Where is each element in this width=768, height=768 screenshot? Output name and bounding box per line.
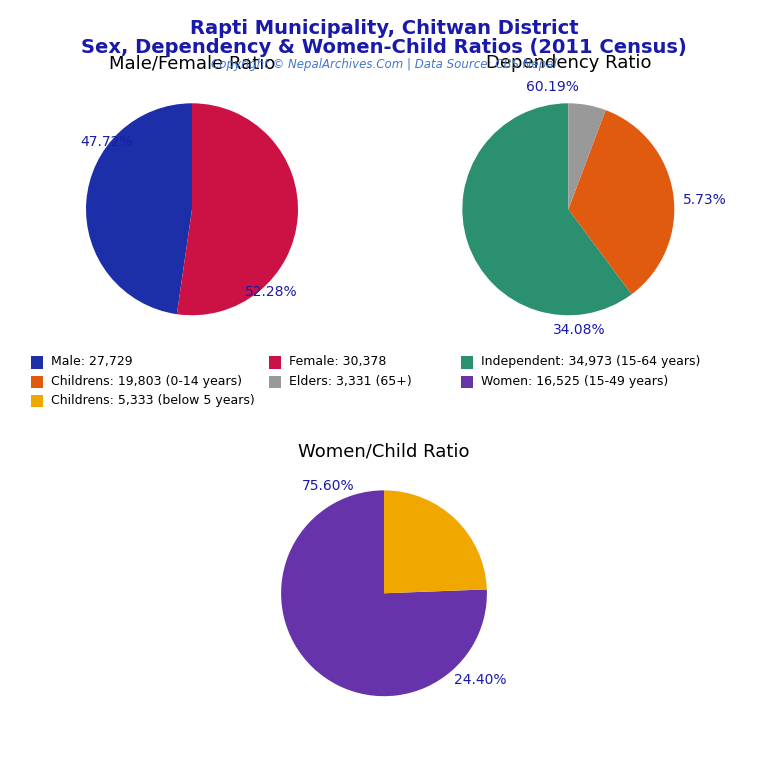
Wedge shape	[281, 490, 487, 696]
Text: 5.73%: 5.73%	[683, 193, 727, 207]
Text: 47.72%: 47.72%	[81, 134, 133, 149]
Text: 75.60%: 75.60%	[302, 479, 354, 493]
Wedge shape	[568, 110, 674, 294]
Text: Elders: 3,331 (65+): Elders: 3,331 (65+)	[289, 375, 412, 388]
Wedge shape	[177, 103, 298, 315]
Title: Women/Child Ratio: Women/Child Ratio	[298, 442, 470, 460]
Text: 60.19%: 60.19%	[526, 80, 579, 94]
Wedge shape	[384, 490, 487, 593]
Text: Male: 27,729: Male: 27,729	[51, 356, 132, 369]
Text: Women: 16,525 (15-49 years): Women: 16,525 (15-49 years)	[481, 375, 668, 388]
Text: 34.08%: 34.08%	[553, 323, 605, 337]
Text: Copyright © NepalArchives.Com | Data Source: CBS Nepal: Copyright © NepalArchives.Com | Data Sou…	[211, 58, 557, 71]
Title: Dependency Ratio: Dependency Ratio	[485, 55, 651, 72]
Text: 52.28%: 52.28%	[245, 285, 298, 300]
Text: Female: 30,378: Female: 30,378	[289, 356, 386, 369]
Title: Male/Female Ratio: Male/Female Ratio	[109, 55, 275, 72]
Text: Independent: 34,973 (15-64 years): Independent: 34,973 (15-64 years)	[481, 356, 700, 369]
Text: Sex, Dependency & Women-Child Ratios (2011 Census): Sex, Dependency & Women-Child Ratios (20…	[81, 38, 687, 58]
Text: Childrens: 5,333 (below 5 years): Childrens: 5,333 (below 5 years)	[51, 394, 254, 407]
Text: 24.40%: 24.40%	[454, 673, 506, 687]
Wedge shape	[86, 103, 192, 314]
Wedge shape	[568, 103, 606, 209]
Text: Childrens: 19,803 (0-14 years): Childrens: 19,803 (0-14 years)	[51, 375, 242, 388]
Wedge shape	[462, 103, 631, 315]
Text: Rapti Municipality, Chitwan District: Rapti Municipality, Chitwan District	[190, 19, 578, 38]
